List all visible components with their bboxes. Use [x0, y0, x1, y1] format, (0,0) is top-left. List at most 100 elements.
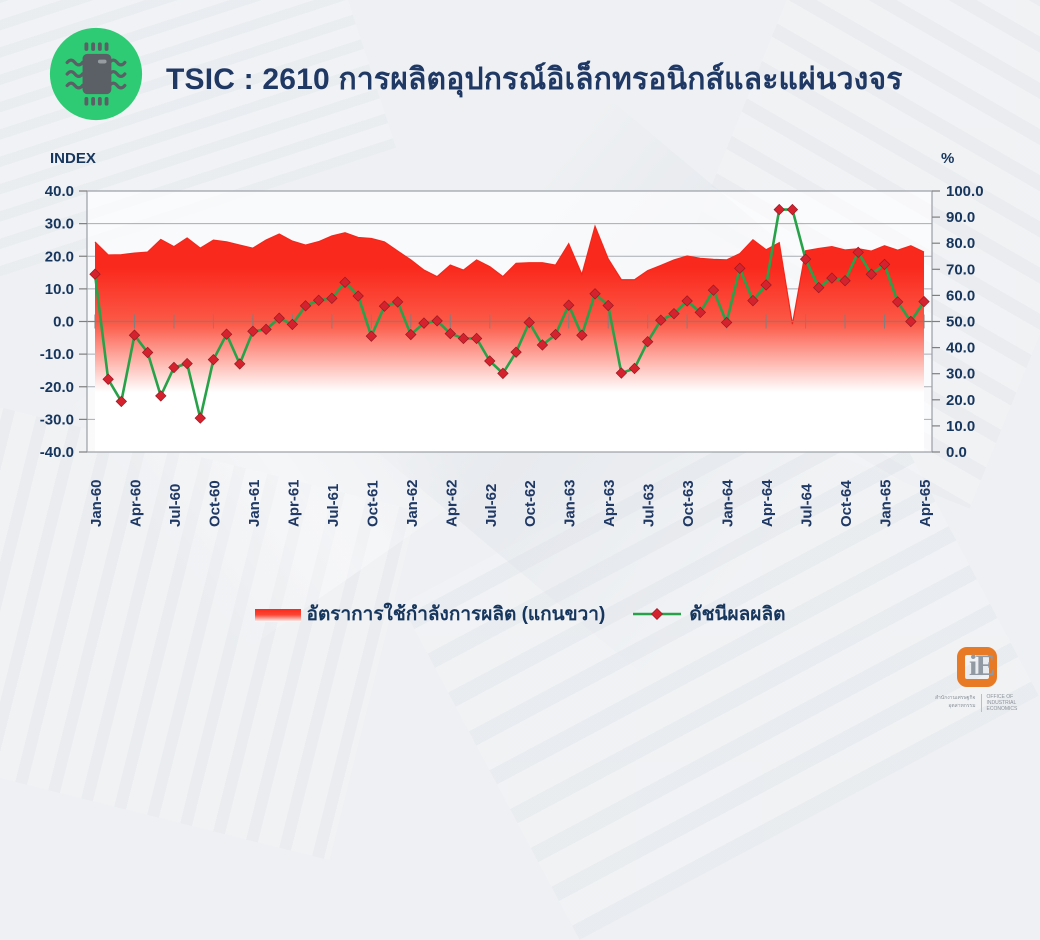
data-point-marker: [720, 316, 733, 329]
left-axis-tick-label: 10.0: [45, 281, 74, 298]
line-series-production-index: [93, 208, 926, 420]
data-point-marker: [405, 328, 417, 341]
legend-label-utilization: อัตราการใช้กำลังการผลิต (แกนขวา): [306, 604, 606, 625]
data-point-marker: [918, 295, 930, 308]
data-point-marker: [891, 296, 904, 308]
x-axis-tick-label: Oct-64: [838, 480, 855, 527]
x-axis-tick-label: Jul-64: [799, 483, 816, 527]
oie-logo-square: [957, 647, 997, 687]
oie-logo-monogram: iE: [969, 649, 995, 682]
right-axis-tick-label: 0.0: [946, 444, 967, 461]
data-point-marker: [523, 316, 535, 329]
oie-logo-thai-name: สำนักงานเศรษฐกิจอุตสาหกรรม: [934, 695, 976, 709]
data-point-marker: [431, 315, 443, 327]
data-point-marker: [681, 295, 693, 307]
data-point-marker: [589, 288, 601, 300]
data-point-marker: [786, 203, 799, 216]
data-point-marker: [234, 358, 246, 370]
oie-logo-mark: iE: [953, 647, 1009, 691]
data-point-marker: [273, 312, 285, 324]
left-axis-tick-label: 0.0: [53, 314, 74, 331]
data-point-marker: [181, 357, 193, 370]
data-point-marker: [286, 318, 299, 331]
x-axis-tick-label: Jan-64: [720, 479, 737, 527]
data-point-marker: [89, 268, 101, 280]
data-point-marker: [484, 355, 496, 367]
microchip-icon: [49, 27, 143, 121]
data-point-marker: [839, 275, 851, 287]
data-point-marker: [247, 325, 259, 337]
data-point-marker: [497, 367, 509, 380]
x-axis-tick-label: Apr-62: [443, 479, 460, 527]
data-point-marker: [352, 290, 364, 302]
x-axis-tick-label: Apr-63: [601, 479, 618, 527]
data-point-marker: [418, 317, 430, 329]
left-axis-tick-label: -30.0: [40, 411, 74, 428]
left-axis-tick-label: -40.0: [40, 444, 74, 461]
left-axis-tick-label: 40.0: [45, 183, 74, 200]
data-point-marker: [194, 412, 206, 424]
data-point-marker: [457, 332, 470, 345]
data-point-marker: [391, 296, 404, 308]
x-axis-tick-label: Oct-62: [522, 480, 539, 527]
data-point-marker: [852, 246, 864, 259]
chart-canvas: 40.0 30.0 20.0 10.0 0.0 -10.0 -20.0 -30.0 -40.0 1…: [40, 183, 984, 527]
data-point-marker: [694, 306, 706, 319]
data-point-marker: [510, 346, 522, 358]
oie-logo-caption: สำนักงานเศรษฐกิจอุตสาหกรรม OFFICE OF IND…: [928, 694, 1034, 712]
data-point-marker: [141, 346, 154, 359]
data-point-marker: [115, 395, 128, 408]
area-series-utilization: [95, 226, 924, 452]
left-axis-tick-label: -20.0: [40, 379, 74, 396]
right-axis-tick-label: 20.0: [946, 392, 975, 409]
right-axis-tick-label: 40.0: [946, 340, 975, 357]
data-point-marker: [668, 307, 680, 320]
x-axis-tick-label: Oct-63: [680, 480, 697, 527]
data-point-marker: [799, 253, 812, 265]
right-axis-title: %: [941, 150, 955, 167]
data-point-marker: [773, 203, 785, 216]
right-axis-tick-label: 80.0: [946, 235, 975, 252]
x-axis-tick-label: Jan-65: [878, 479, 895, 527]
x-axis-tick-label: Jul-63: [641, 484, 658, 527]
oie-logo-english-name: OFFICE OF INDUSTRIAL ECONOMICS: [980, 694, 1031, 712]
data-point-marker: [602, 299, 614, 312]
x-axis-tick-label: Apr-65: [917, 479, 934, 527]
right-axis-tick-label: 100.0: [946, 183, 984, 200]
data-point-marker: [536, 339, 549, 351]
left-axis-tick-label: 20.0: [45, 248, 74, 265]
data-point-marker: [576, 329, 588, 341]
data-point-marker: [326, 292, 338, 305]
data-point-marker: [168, 361, 180, 374]
x-axis-tick-label: Jan-61: [246, 479, 263, 527]
x-axis-tick-label: Jul-60: [167, 484, 184, 527]
data-point-marker: [260, 323, 272, 336]
right-axis-tick-label: 50.0: [946, 314, 975, 331]
right-axis-tick-label: 60.0: [946, 287, 975, 304]
data-point-marker: [155, 390, 167, 402]
x-axis-tick-label: Jan-62: [404, 479, 421, 527]
legend-item-utilization: อัตราการใช้กำลังการผลิต (แกนขวา): [254, 599, 606, 629]
x-axis-tick-label: Jul-61: [325, 484, 342, 527]
legend-label-production-index: ดัชนีผลผลิต: [689, 604, 786, 625]
left-axis-tick-label: -10.0: [40, 346, 74, 363]
data-point-marker: [734, 262, 746, 275]
data-point-marker: [563, 299, 575, 311]
x-axis-tick-label: Jan-63: [562, 479, 579, 527]
data-point-marker: [299, 300, 312, 312]
data-point-marker: [707, 284, 720, 296]
right-axis-tick-label: 30.0: [946, 366, 975, 383]
chart-legend: อัตราการใช้กำลังการผลิต (แกนขวา) ดัชนีผล…: [0, 599, 1040, 629]
data-point-marker: [470, 332, 483, 345]
area-series-top-edge: [94, 224, 925, 325]
legend-item-production-index: ดัชนีผลผลิต: [631, 599, 785, 629]
data-point-marker: [628, 362, 641, 375]
data-point-marker: [878, 258, 891, 271]
data-point-marker: [747, 294, 759, 307]
data-point-marker: [378, 300, 391, 312]
data-point-marker: [760, 279, 772, 291]
data-point-marker: [220, 328, 233, 340]
x-axis-tick-label: Oct-61: [364, 480, 381, 527]
data-point-marker: [313, 294, 325, 306]
oie-logo: iE สำนักงานเศรษฐกิจอุตสาหกรรม OFFICE OF …: [928, 647, 1034, 712]
